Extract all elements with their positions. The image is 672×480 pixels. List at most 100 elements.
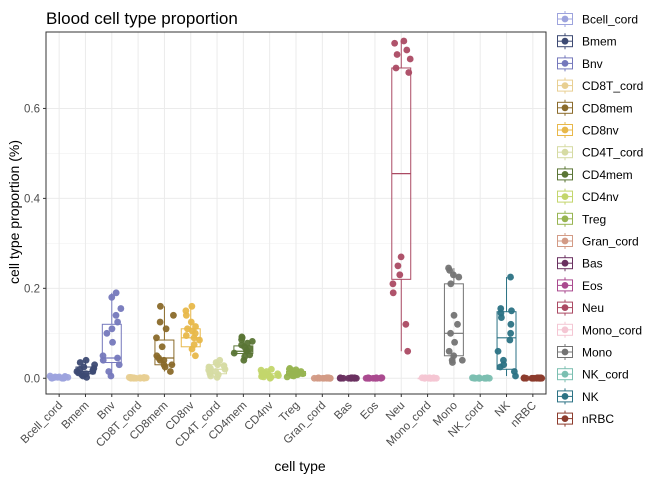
data-point [230, 349, 238, 357]
data-point [397, 253, 405, 261]
data-point [153, 334, 160, 342]
legend-key-point [561, 82, 569, 89]
legend-item: Mono [556, 343, 612, 361]
data-point [156, 318, 164, 326]
data-point [506, 336, 514, 344]
data-point [158, 343, 166, 351]
legend-label: NK_cord [582, 368, 629, 382]
legend-key-point [561, 104, 569, 112]
data-point [507, 329, 515, 337]
data-point [108, 293, 116, 301]
data-point [393, 51, 401, 58]
legend-key-point [561, 415, 569, 422]
data-point [406, 55, 414, 63]
data-point [447, 329, 454, 337]
x-tick-label: Neu [384, 400, 407, 423]
data-point [192, 323, 199, 330]
data-point [292, 370, 300, 378]
data-point [182, 332, 190, 339]
data-point [326, 374, 334, 382]
legend-label: CD4T_cord [582, 146, 643, 160]
data-point [391, 39, 399, 47]
data-point [451, 338, 459, 346]
legend-key-point [561, 15, 569, 23]
data-point [191, 352, 199, 360]
data-point [190, 341, 198, 348]
legend-label: Treg [582, 212, 606, 226]
data-point [246, 345, 254, 352]
data-point [274, 370, 282, 378]
legend-item: Gran_cord [556, 232, 639, 250]
data-point [248, 337, 256, 345]
data-point [535, 374, 543, 382]
data-point [168, 361, 176, 369]
data-point [445, 347, 453, 355]
legend-key-point [561, 326, 569, 334]
data-point [372, 374, 380, 382]
data-point [454, 320, 461, 328]
legend-key-point [561, 193, 569, 201]
x-axis-title: cell type [274, 458, 326, 474]
legend-item: CD8mem [556, 98, 633, 117]
y-tick-label: 0.0 [24, 373, 40, 385]
data-point [400, 37, 408, 45]
plot-panel [45, 31, 547, 395]
box [101, 323, 122, 364]
legend-key-point [561, 370, 569, 378]
data-point [112, 311, 120, 319]
data-point [109, 338, 116, 346]
data-point [99, 352, 107, 360]
legend-label: Mono_cord [582, 323, 642, 337]
legend-key-point [561, 348, 569, 356]
data-point [212, 368, 220, 375]
legend-item: CD4mem [556, 165, 633, 184]
y-axis-title: cell type proportion (%) [6, 140, 22, 284]
data-point [507, 320, 515, 328]
data-point [336, 374, 344, 382]
legend-key-point [561, 304, 569, 311]
data-point [238, 341, 245, 349]
data-point [80, 363, 88, 371]
legend-key-point [561, 215, 569, 223]
data-point [310, 374, 318, 382]
legend-item: CD8nv [556, 121, 619, 139]
legend-label: NK [582, 390, 599, 404]
legend-label: CD4nv [582, 190, 619, 204]
data-point [530, 374, 538, 382]
data-point [508, 307, 515, 315]
legend-item: Eos [556, 276, 603, 295]
data-point [394, 262, 402, 270]
legend-label: Bcell_cord [582, 13, 638, 27]
data-point [112, 289, 120, 297]
data-point [392, 64, 400, 72]
x-tick-label: Bcell_cord [19, 400, 65, 446]
data-point [286, 364, 294, 372]
data-point [507, 273, 514, 281]
data-point [482, 374, 490, 382]
data-point [396, 271, 404, 279]
data-point [136, 374, 144, 382]
legend-item: Treg [556, 209, 606, 228]
data-point [187, 318, 195, 326]
data-point [89, 368, 97, 375]
data-point [403, 46, 411, 54]
data-point [76, 359, 84, 366]
data-point [455, 273, 463, 281]
data-point [238, 333, 246, 341]
legend-label: Gran_cord [582, 235, 639, 249]
data-point [114, 318, 122, 326]
x-tick-label: Bmem [60, 400, 92, 432]
x-tick-label: nRBC [509, 400, 539, 430]
data-point [55, 373, 63, 381]
data-point [316, 374, 324, 382]
data-point [82, 370, 90, 378]
data-point [404, 347, 412, 355]
legend-label: Bmem [582, 35, 617, 49]
legend-item: Bcell_cord [556, 10, 638, 28]
data-point [166, 368, 174, 375]
chart-title: Blood cell type proportion [46, 9, 238, 28]
data-point [188, 302, 196, 310]
data-point [105, 368, 113, 375]
legend-key-point [561, 60, 569, 67]
